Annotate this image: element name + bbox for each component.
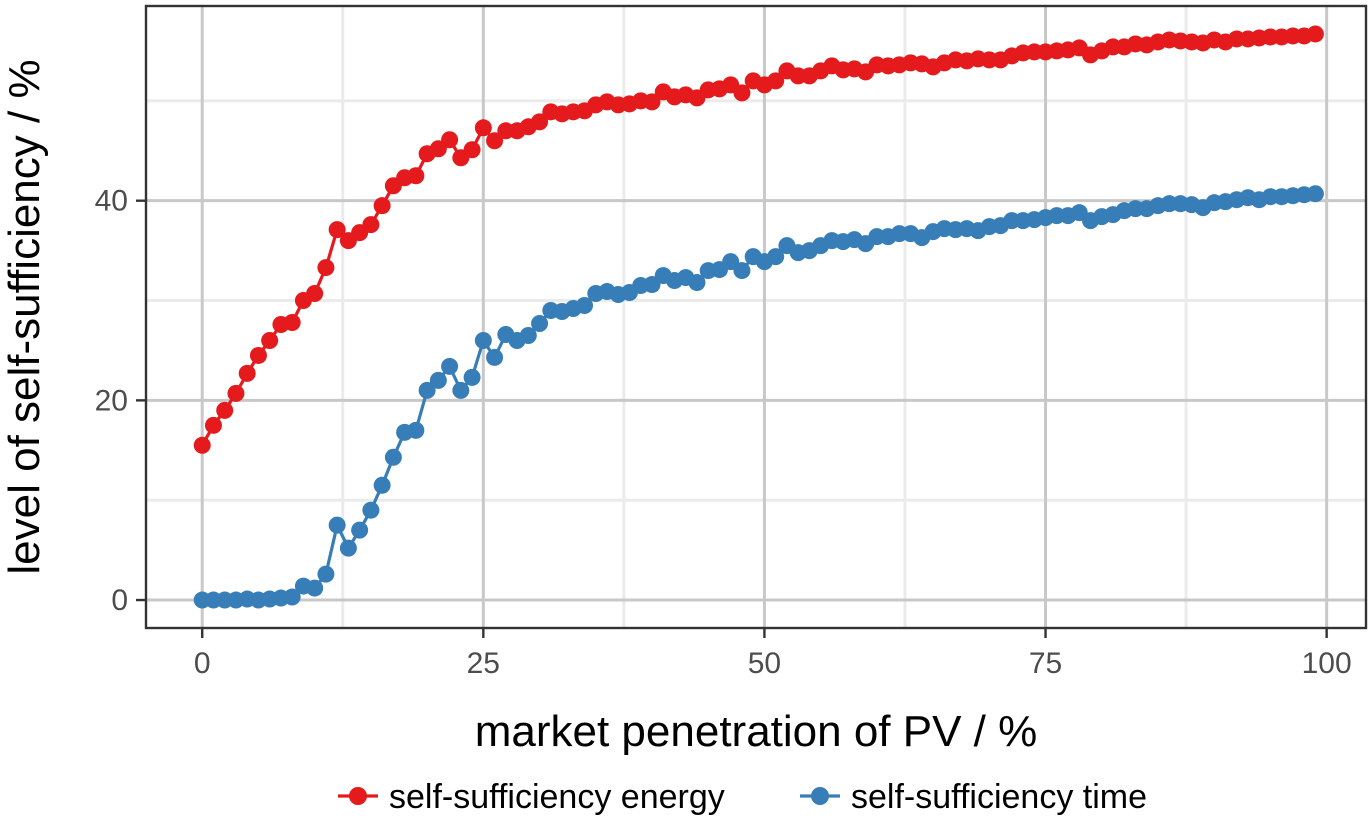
data-point [486, 349, 503, 366]
x-axis-title: market penetration of PV / % [475, 707, 1038, 756]
data-point [475, 119, 492, 136]
data-point [374, 477, 391, 494]
data-point [250, 347, 267, 364]
data-point [227, 385, 244, 402]
x-tick-label: 75 [1029, 647, 1062, 680]
x-axis-ticks: 0 25 50 75 100 [194, 628, 1352, 680]
data-point [441, 358, 458, 375]
y-tick-label: 40 [95, 185, 128, 218]
data-point [205, 417, 222, 434]
y-axis-ticks: 0 20 40 [95, 185, 146, 617]
data-point [306, 580, 323, 597]
legend-marker [349, 787, 367, 805]
legend-marker [811, 787, 829, 805]
data-point [464, 141, 481, 158]
data-point [407, 422, 424, 439]
legend-label: self-sufficiency energy [389, 778, 725, 816]
data-point [1307, 185, 1324, 202]
x-tick-label: 25 [467, 647, 500, 680]
data-point [733, 262, 750, 279]
data-point [464, 369, 481, 386]
legend-item-energy: self-sufficiency energy [338, 778, 725, 816]
y-tick-label: 20 [95, 384, 128, 417]
data-point [194, 437, 211, 454]
legend-item-time: self-sufficiency time [800, 778, 1147, 816]
legend: self-sufficiency energy self-sufficiency … [338, 778, 1147, 816]
y-axis-title: level of self-sufficiency / % [0, 59, 49, 574]
x-tick-label: 100 [1302, 647, 1352, 680]
data-point [1307, 25, 1324, 42]
data-point [362, 216, 379, 233]
data-point [239, 365, 256, 382]
data-point [407, 167, 424, 184]
data-point [475, 332, 492, 349]
data-point [531, 315, 548, 332]
x-tick-label: 0 [194, 647, 211, 680]
data-point [374, 197, 391, 214]
data-point [284, 314, 301, 331]
data-point [306, 285, 323, 302]
data-point [441, 131, 458, 148]
data-point [362, 502, 379, 519]
data-point [430, 372, 447, 389]
data-point [351, 522, 368, 539]
legend-label: self-sufficiency time [851, 778, 1147, 816]
data-point [340, 540, 357, 557]
data-point [452, 382, 469, 399]
data-point [329, 517, 346, 534]
data-point [216, 402, 233, 419]
data-point [385, 449, 402, 466]
data-point [317, 566, 334, 583]
x-tick-label: 50 [748, 647, 781, 680]
plot-panel [146, 6, 1366, 628]
y-tick-label: 0 [111, 584, 128, 617]
data-point [317, 259, 334, 276]
data-point [261, 332, 278, 349]
